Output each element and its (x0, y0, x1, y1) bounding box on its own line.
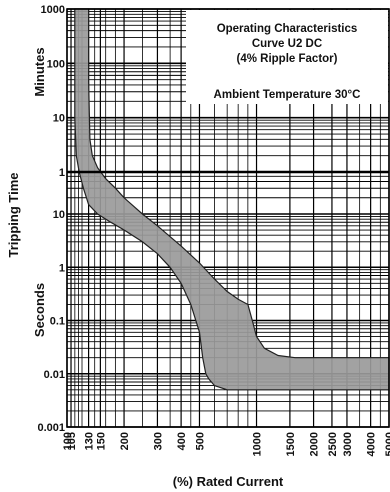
y-tick-label-minutes: 100 (47, 58, 65, 70)
y-axis-minutes-label: Minutes (32, 47, 47, 96)
y-tick-label-minutes: 1 (59, 167, 65, 179)
y-tick-labels: 1000 100 10 1 10 1 0.1 0.01 0.001 (37, 4, 65, 434)
y-tick-label-seconds: 10 (53, 209, 65, 221)
x-tick-label: 105 (66, 432, 78, 450)
y-tick-label-minutes: 1000 (41, 4, 65, 16)
x-tick-label: 2000 (309, 432, 321, 456)
y-tick-label-seconds: 0.1 (50, 316, 65, 328)
y-tick-label-seconds: 0.001 (37, 422, 65, 434)
y-tick-label-seconds: 1 (59, 262, 65, 274)
x-tick-label: 150 (95, 432, 107, 450)
x-tick-label: 4000 (366, 432, 378, 456)
x-tick-label: 3000 (342, 432, 354, 456)
x-tick-label: 100 (62, 432, 74, 450)
legend-background (186, 10, 388, 104)
x-tick-label: 1000 (252, 432, 264, 456)
x-tick-label: 1500 (285, 432, 297, 456)
x-tick-label: 500 (194, 432, 206, 450)
chart-title-line-3: (4% Ripple Factor) (237, 53, 338, 65)
x-tick-label: 130 (84, 432, 96, 450)
chart-subtitle: Ambient Temperature 30°C (214, 89, 361, 101)
plot-frame (66, 8, 390, 428)
y-tick-label-seconds: 0.01 (44, 369, 65, 381)
x-tick-label: 300 (152, 432, 164, 450)
x-axis-title: (%) Rated Current (173, 474, 284, 489)
legend-box: Operating Characteristics Curve U2 DC (4… (186, 10, 388, 104)
chart-title-line-1: Operating Characteristics (217, 23, 358, 35)
y-axis-seconds-label: Seconds (32, 283, 47, 337)
chart-title-line-2: Curve U2 DC (252, 38, 322, 50)
y-axis-title: Tripping Time (6, 173, 21, 258)
x-tick-label: 2500 (327, 432, 339, 456)
y-tick-label-minutes: 10 (53, 113, 65, 125)
x-tick-label: 200 (119, 432, 131, 450)
x-tick-label: 400 (176, 432, 188, 450)
x-tick-label: 5000 (384, 432, 390, 456)
